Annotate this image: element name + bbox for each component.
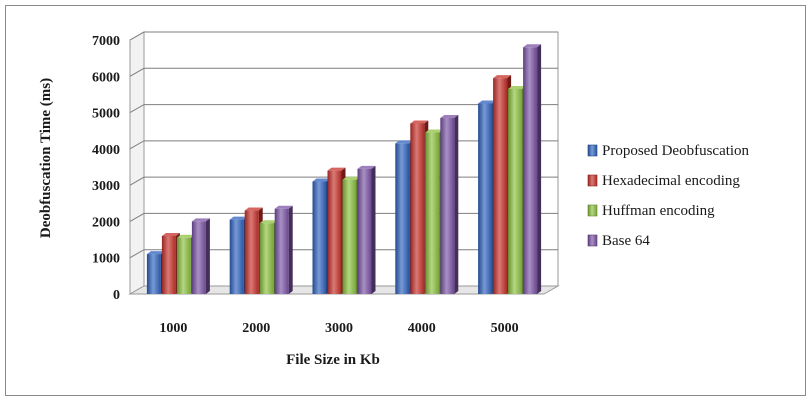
- y-tick-label: 6000: [92, 70, 120, 85]
- bar: [274, 205, 293, 294]
- bar-top: [478, 100, 497, 104]
- bar-top: [342, 176, 361, 180]
- gridline: [129, 104, 558, 114]
- bar-chart: 0 1000 2000 3000 4000 5000 6000 7000 1000 2000 30…: [38, 31, 750, 368]
- y-tick-label: 7000: [92, 34, 120, 49]
- x-tick-label: 2000: [242, 321, 270, 336]
- y-axis-title: Deobfuscation Time (ms): [38, 78, 54, 238]
- legend-item: Huffman encoding: [587, 203, 715, 219]
- x-tick-label: 4000: [408, 321, 436, 336]
- bar-top: [244, 207, 263, 211]
- bar-front: [161, 235, 176, 294]
- bar-front: [440, 118, 455, 294]
- y-tick-label: 3000: [92, 179, 120, 194]
- bar-top: [312, 178, 331, 182]
- bar: [523, 44, 542, 294]
- bar-top: [523, 44, 542, 48]
- y-tick-label: 1000: [92, 252, 120, 267]
- legend-label: Base 64: [602, 233, 650, 249]
- bar-top: [146, 251, 165, 255]
- bar-front: [493, 78, 508, 294]
- y-tick-label: 2000: [92, 215, 120, 230]
- bar-top: [327, 167, 346, 171]
- bar-top: [395, 140, 414, 144]
- bar-front: [478, 103, 493, 294]
- bar-top: [440, 115, 459, 119]
- bars: [146, 44, 542, 294]
- y-tick-label: 4000: [92, 143, 120, 158]
- bar-side: [537, 44, 542, 294]
- x-tick-label: 1000: [159, 321, 187, 336]
- legend-item: Base 64: [587, 233, 650, 249]
- bar-front: [312, 181, 327, 294]
- bar-top: [493, 75, 512, 79]
- legend-swatch: [587, 144, 598, 157]
- legend-swatch: [587, 174, 598, 187]
- bar-front: [146, 254, 161, 294]
- bar-side: [205, 218, 210, 294]
- bar: [357, 165, 376, 294]
- x-tick-label: 5000: [491, 321, 519, 336]
- legend-swatch: [587, 234, 598, 247]
- bar-front: [327, 170, 342, 294]
- bar-top: [176, 234, 195, 238]
- x-tick-label: 3000: [325, 321, 353, 336]
- bar-front: [425, 132, 440, 294]
- bar-top: [357, 165, 376, 169]
- y-axis-ticks: 0 1000 2000 3000 4000 5000 6000 7000: [92, 34, 120, 303]
- bar-front: [357, 168, 372, 294]
- bar-top: [274, 205, 293, 209]
- legend-label: Proposed Deobfuscation: [602, 143, 750, 159]
- bar-front: [229, 219, 244, 294]
- chart-frame: 0 1000 2000 3000 4000 5000 6000 7000 1000 2000 30…: [5, 5, 806, 396]
- bar-front: [523, 47, 538, 294]
- bar: [440, 115, 459, 294]
- bar-front: [176, 237, 191, 294]
- bar-front: [191, 221, 206, 294]
- bar-front: [395, 143, 410, 294]
- legend-item: Proposed Deobfuscation: [587, 143, 750, 159]
- legend-label: Huffman encoding: [602, 203, 715, 219]
- bar: [191, 218, 210, 294]
- bar-front: [274, 208, 289, 294]
- bar-top: [229, 216, 248, 220]
- x-axis-ticks: 1000 2000 3000 4000 5000: [159, 321, 518, 336]
- bar-front: [508, 88, 523, 294]
- bar-top: [508, 85, 527, 89]
- legend-swatch: [587, 204, 598, 217]
- bar-front: [410, 123, 425, 294]
- bar-front: [342, 179, 357, 294]
- bar-top: [259, 220, 278, 224]
- gridline: [129, 31, 558, 41]
- bar-top: [191, 218, 210, 222]
- y-tick-label: 5000: [92, 107, 120, 122]
- bar-top: [425, 129, 444, 133]
- bar-front: [244, 210, 259, 294]
- bar-top: [410, 120, 429, 124]
- gridline: [129, 67, 558, 77]
- bar-side: [288, 205, 293, 294]
- bar-front: [259, 223, 274, 294]
- bar-top: [161, 232, 180, 236]
- bar-side: [371, 165, 376, 294]
- y-tick-label: 0: [113, 288, 120, 303]
- legend-item: Hexadecimal encoding: [587, 173, 740, 189]
- bar-side: [454, 115, 459, 294]
- x-axis-title: File Size in Kb: [286, 352, 380, 368]
- side-wall: [129, 31, 145, 295]
- legend-label: Hexadecimal encoding: [602, 173, 740, 189]
- legend: Proposed Deobfuscation Hexadecimal encodi…: [587, 143, 750, 249]
